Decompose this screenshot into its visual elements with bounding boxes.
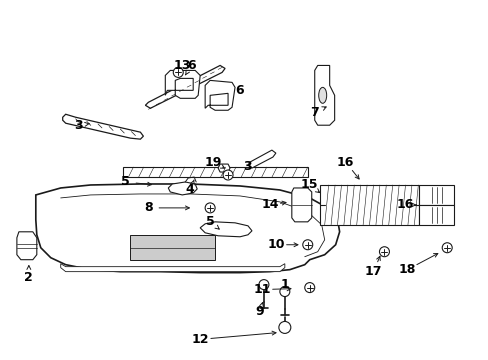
Text: 2: 2 <box>24 271 33 284</box>
Circle shape <box>279 287 289 297</box>
Circle shape <box>259 280 268 289</box>
Circle shape <box>304 283 314 293</box>
Ellipse shape <box>318 87 326 103</box>
Circle shape <box>173 67 183 77</box>
Circle shape <box>302 240 312 250</box>
Polygon shape <box>61 264 285 272</box>
Text: 18: 18 <box>398 263 415 276</box>
Polygon shape <box>319 185 419 225</box>
Text: 16: 16 <box>336 156 354 168</box>
Circle shape <box>205 203 215 213</box>
Text: 17: 17 <box>364 265 382 278</box>
Text: 6: 6 <box>235 84 244 97</box>
Polygon shape <box>17 232 37 260</box>
Text: 13: 13 <box>173 59 190 72</box>
Text: 12: 12 <box>191 333 208 346</box>
Text: 11: 11 <box>253 283 270 296</box>
Polygon shape <box>62 114 143 139</box>
Text: 5: 5 <box>121 175 130 189</box>
Text: 3: 3 <box>74 119 83 132</box>
Polygon shape <box>314 66 334 125</box>
Polygon shape <box>130 235 215 260</box>
Text: 14: 14 <box>261 198 278 211</box>
Polygon shape <box>36 184 339 273</box>
Text: 19: 19 <box>204 156 222 168</box>
Polygon shape <box>168 182 197 195</box>
Text: 6: 6 <box>186 59 195 72</box>
Polygon shape <box>123 167 307 177</box>
Polygon shape <box>165 71 200 98</box>
Text: 4: 4 <box>185 184 194 197</box>
Circle shape <box>379 247 388 257</box>
Text: 3: 3 <box>243 159 252 172</box>
Polygon shape <box>247 150 275 168</box>
Circle shape <box>223 170 233 180</box>
Text: 7: 7 <box>310 106 319 119</box>
Polygon shape <box>200 222 251 237</box>
Text: 1: 1 <box>280 278 288 291</box>
Circle shape <box>441 243 451 253</box>
Polygon shape <box>291 188 311 222</box>
Text: 8: 8 <box>144 201 152 215</box>
Polygon shape <box>205 80 235 110</box>
Polygon shape <box>145 66 224 108</box>
Circle shape <box>278 321 290 333</box>
Text: 9: 9 <box>255 305 264 318</box>
Polygon shape <box>419 205 453 225</box>
Polygon shape <box>218 164 229 172</box>
Polygon shape <box>419 185 453 205</box>
Text: 5: 5 <box>205 215 214 228</box>
Text: 16: 16 <box>396 198 413 211</box>
Text: 15: 15 <box>301 179 318 192</box>
Text: 10: 10 <box>266 238 284 251</box>
